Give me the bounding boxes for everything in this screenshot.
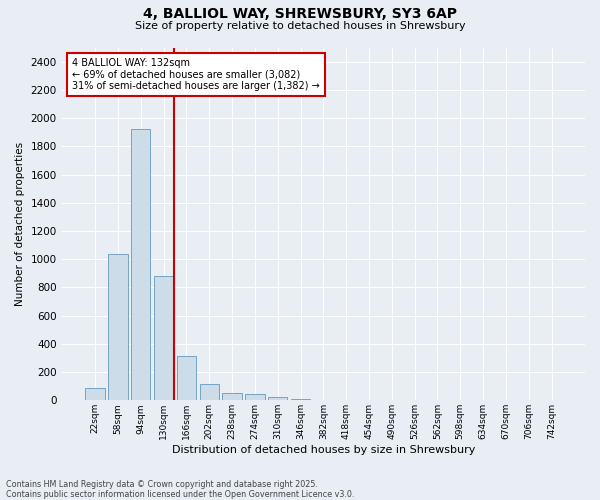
Text: 4 BALLIOL WAY: 132sqm
← 69% of detached houses are smaller (3,082)
31% of semi-d: 4 BALLIOL WAY: 132sqm ← 69% of detached … (72, 58, 320, 92)
Bar (245, 394, 265, 400)
Bar (131, 128, 151, 400)
Bar (177, 356, 196, 401)
Bar (85, 388, 105, 400)
Bar (154, 276, 173, 400)
Y-axis label: Number of detached properties: Number of detached properties (15, 142, 25, 306)
Bar (223, 392, 242, 400)
Bar (200, 384, 219, 400)
Text: 4, BALLIOL WAY, SHREWSBURY, SY3 6AP: 4, BALLIOL WAY, SHREWSBURY, SY3 6AP (143, 8, 457, 22)
Text: Size of property relative to detached houses in Shrewsbury: Size of property relative to detached ho… (134, 21, 466, 31)
Bar (268, 398, 287, 400)
Bar (291, 399, 310, 400)
Bar (108, 254, 128, 400)
Text: Contains HM Land Registry data © Crown copyright and database right 2025.
Contai: Contains HM Land Registry data © Crown c… (6, 480, 355, 499)
X-axis label: Distribution of detached houses by size in Shrewsbury: Distribution of detached houses by size … (172, 445, 475, 455)
